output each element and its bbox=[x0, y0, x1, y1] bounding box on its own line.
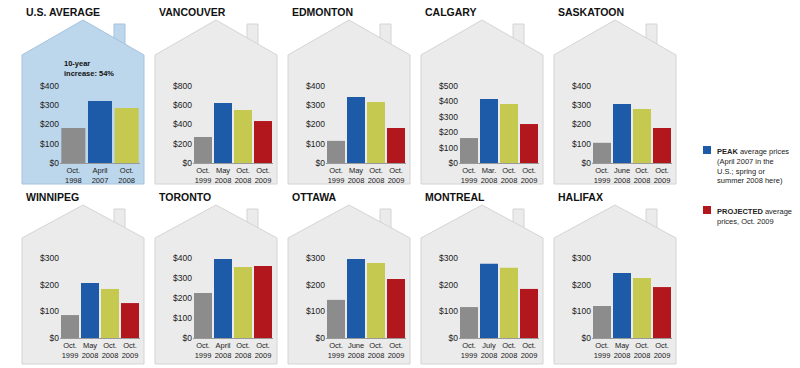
svg-text:$300: $300 bbox=[572, 100, 591, 110]
svg-text:$400: $400 bbox=[306, 81, 325, 91]
svg-text:$0: $0 bbox=[449, 333, 459, 343]
svg-text:Oct.2008: Oct.2008 bbox=[501, 341, 518, 360]
svg-text:$200: $200 bbox=[40, 280, 59, 290]
svg-text:July2008: July2008 bbox=[481, 341, 498, 360]
svg-text:$0: $0 bbox=[316, 158, 326, 168]
svg-text:Oct.1999: Oct.1999 bbox=[594, 166, 611, 185]
svg-text:Oct.2009: Oct.2009 bbox=[388, 166, 405, 185]
svg-text:Oct.2009: Oct.2009 bbox=[521, 341, 538, 360]
svg-text:TORONTO: TORONTO bbox=[159, 191, 211, 203]
svg-text:Oct.2008: Oct.2008 bbox=[102, 341, 119, 360]
svg-text:$0: $0 bbox=[50, 333, 60, 343]
svg-text:Oct.1999: Oct.1999 bbox=[461, 166, 478, 185]
svg-text:$0: $0 bbox=[50, 158, 60, 168]
svg-text:EDMONTON: EDMONTON bbox=[292, 6, 353, 18]
svg-text:Oct.2009: Oct.2009 bbox=[521, 166, 538, 185]
svg-text:MONTREAL: MONTREAL bbox=[425, 191, 485, 203]
svg-text:$300: $300 bbox=[40, 100, 59, 110]
svg-text:$200: $200 bbox=[439, 280, 458, 290]
svg-text:Oct.1999: Oct.1999 bbox=[62, 341, 79, 360]
svg-text:$300: $300 bbox=[439, 253, 458, 263]
svg-text:U.S. AVERAGE: U.S. AVERAGE bbox=[26, 6, 100, 18]
svg-text:$200: $200 bbox=[572, 280, 591, 290]
svg-text:Oct.2008: Oct.2008 bbox=[235, 341, 252, 360]
svg-text:PEAK average prices(April 2007: PEAK average prices(April 2007 in theU.S… bbox=[717, 147, 789, 185]
svg-text:$200: $200 bbox=[306, 119, 325, 129]
svg-text:$300: $300 bbox=[572, 253, 591, 263]
svg-text:$200: $200 bbox=[173, 293, 192, 303]
svg-text:Oct.2009: Oct.2009 bbox=[255, 341, 272, 360]
svg-text:$100: $100 bbox=[306, 139, 325, 149]
svg-text:$300: $300 bbox=[40, 253, 59, 263]
svg-text:$300: $300 bbox=[306, 253, 325, 263]
svg-text:April2008: April2008 bbox=[215, 341, 232, 360]
svg-text:$400: $400 bbox=[40, 81, 59, 91]
svg-text:Oct.2008: Oct.2008 bbox=[368, 341, 385, 360]
svg-text:Oct.1999: Oct.1999 bbox=[328, 341, 345, 360]
svg-text:HALIFAX: HALIFAX bbox=[558, 191, 603, 203]
svg-text:$400: $400 bbox=[173, 119, 192, 129]
svg-text:10-yearincrease: 54%: 10-yearincrease: 54% bbox=[64, 59, 114, 78]
svg-text:SASKATOON: SASKATOON bbox=[558, 6, 624, 18]
svg-text:June2008: June2008 bbox=[348, 341, 365, 360]
svg-text:$300: $300 bbox=[306, 100, 325, 110]
svg-text:$100: $100 bbox=[173, 313, 192, 323]
svg-text:$100: $100 bbox=[439, 306, 458, 316]
svg-text:Oct.1999: Oct.1999 bbox=[594, 341, 611, 360]
svg-text:$100: $100 bbox=[439, 143, 458, 153]
svg-text:Oct.2008: Oct.2008 bbox=[501, 166, 518, 185]
svg-text:Oct.2008: Oct.2008 bbox=[634, 166, 651, 185]
svg-text:$0: $0 bbox=[183, 158, 193, 168]
svg-text:$100: $100 bbox=[572, 139, 591, 149]
svg-text:$200: $200 bbox=[572, 119, 591, 129]
svg-text:Oct.1998: Oct.1998 bbox=[65, 166, 82, 185]
svg-text:Oct.2009: Oct.2009 bbox=[122, 341, 139, 360]
svg-text:May2008: May2008 bbox=[215, 166, 232, 185]
svg-text:CALGARY: CALGARY bbox=[425, 6, 477, 18]
svg-text:$300: $300 bbox=[439, 112, 458, 122]
svg-text:$100: $100 bbox=[572, 306, 591, 316]
svg-text:May2008: May2008 bbox=[82, 341, 99, 360]
svg-text:$0: $0 bbox=[582, 333, 592, 343]
svg-text:$500: $500 bbox=[439, 81, 458, 91]
svg-text:$400: $400 bbox=[173, 253, 192, 263]
svg-text:VANCOUVER: VANCOUVER bbox=[159, 6, 226, 18]
svg-text:May2008: May2008 bbox=[348, 166, 365, 185]
svg-text:PROJECTED averageprices, Oct.: PROJECTED averageprices, Oct. 2009 bbox=[717, 207, 792, 226]
svg-text:Oct.2009: Oct.2009 bbox=[388, 341, 405, 360]
svg-text:$400: $400 bbox=[439, 96, 458, 106]
svg-text:$400: $400 bbox=[572, 81, 591, 91]
svg-text:$200: $200 bbox=[40, 119, 59, 129]
svg-text:Oct.1999: Oct.1999 bbox=[461, 341, 478, 360]
svg-text:May2008: May2008 bbox=[614, 341, 631, 360]
svg-text:Oct.2008: Oct.2008 bbox=[118, 166, 135, 185]
svg-text:WINNIPEG: WINNIPEG bbox=[26, 191, 79, 203]
svg-text:Oct.2009: Oct.2009 bbox=[654, 341, 671, 360]
svg-text:$100: $100 bbox=[306, 306, 325, 316]
svg-text:Mar.2008: Mar.2008 bbox=[481, 166, 498, 185]
svg-text:$0: $0 bbox=[183, 333, 193, 343]
svg-text:$600: $600 bbox=[173, 100, 192, 110]
svg-text:Oct.1999: Oct.1999 bbox=[195, 166, 212, 185]
svg-text:$0: $0 bbox=[582, 158, 592, 168]
svg-text:$0: $0 bbox=[316, 333, 326, 343]
svg-text:$100: $100 bbox=[40, 139, 59, 149]
svg-text:June2008: June2008 bbox=[614, 166, 631, 185]
svg-text:April2007: April2007 bbox=[92, 166, 109, 185]
svg-text:Oct.2009: Oct.2009 bbox=[654, 166, 671, 185]
svg-text:$300: $300 bbox=[173, 273, 192, 283]
svg-text:$800: $800 bbox=[173, 81, 192, 91]
svg-text:$200: $200 bbox=[439, 127, 458, 137]
svg-text:$200: $200 bbox=[173, 139, 192, 149]
svg-text:$0: $0 bbox=[449, 158, 459, 168]
svg-text:Oct.1999: Oct.1999 bbox=[195, 341, 212, 360]
svg-text:Oct.2008: Oct.2008 bbox=[634, 341, 651, 360]
svg-text:Oct.2008: Oct.2008 bbox=[368, 166, 385, 185]
svg-text:Oct.2009: Oct.2009 bbox=[255, 166, 272, 185]
svg-text:Oct.2008: Oct.2008 bbox=[235, 166, 252, 185]
svg-text:$200: $200 bbox=[306, 280, 325, 290]
svg-text:OTTAWA: OTTAWA bbox=[292, 191, 337, 203]
svg-text:Oct.1999: Oct.1999 bbox=[328, 166, 345, 185]
svg-text:$100: $100 bbox=[40, 306, 59, 316]
